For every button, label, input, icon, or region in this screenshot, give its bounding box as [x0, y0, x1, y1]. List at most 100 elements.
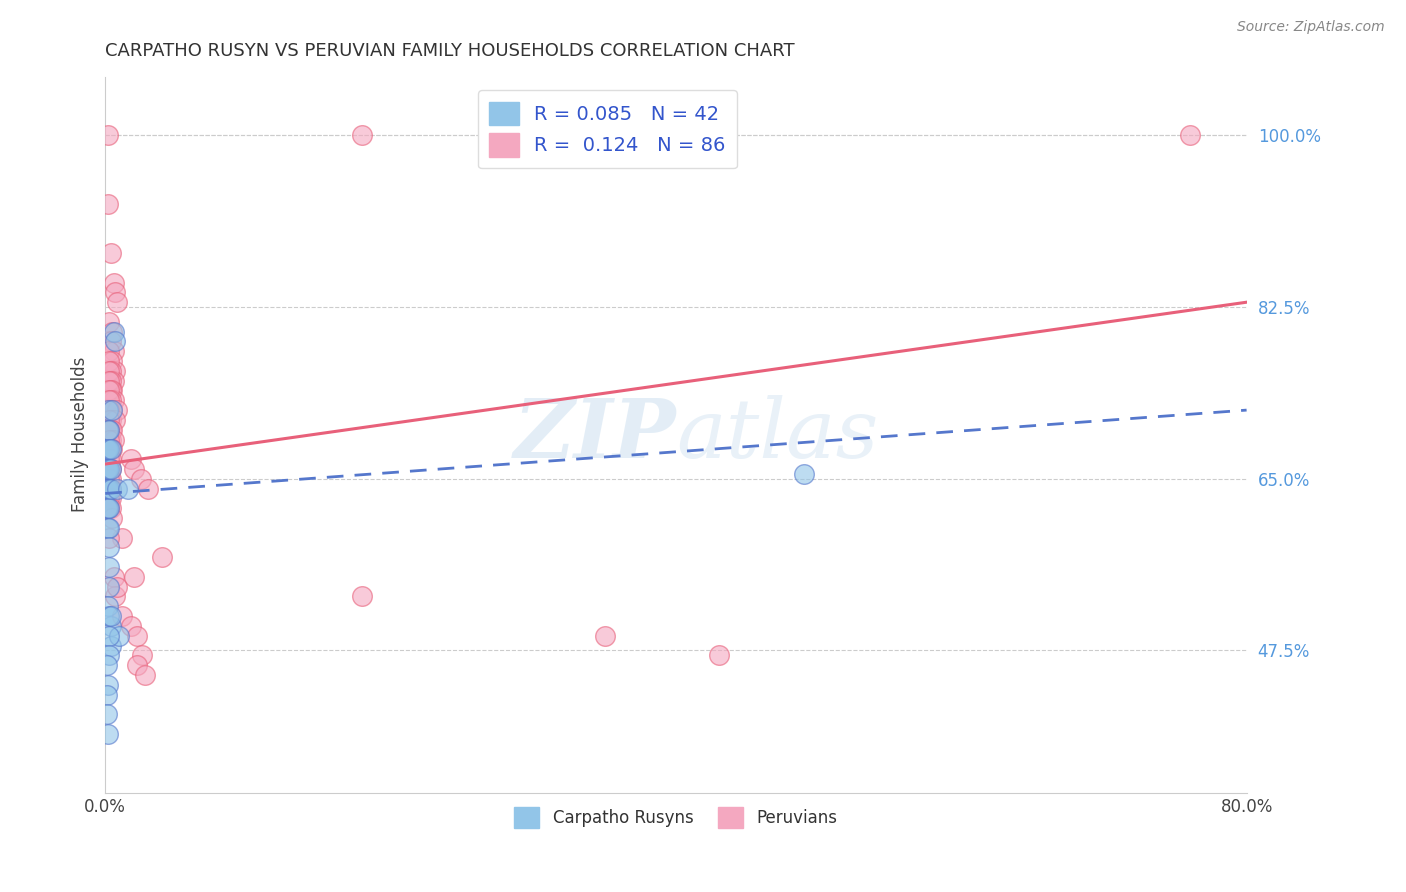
Point — [98, 364, 121, 378]
Point — [100, 462, 122, 476]
Point — [120, 619, 142, 633]
Point — [100, 482, 122, 496]
Point — [101, 403, 124, 417]
Point — [136, 482, 159, 496]
Point — [101, 403, 124, 417]
Point — [98, 423, 121, 437]
Point — [97, 462, 120, 476]
Point — [98, 541, 121, 555]
Point — [111, 609, 134, 624]
Point — [98, 531, 121, 545]
Point — [104, 285, 127, 300]
Point — [105, 403, 128, 417]
Point — [105, 580, 128, 594]
Point — [103, 570, 125, 584]
Point — [103, 344, 125, 359]
Text: atlas: atlas — [676, 394, 879, 475]
Text: Source: ZipAtlas.com: Source: ZipAtlas.com — [1237, 20, 1385, 34]
Point — [100, 619, 122, 633]
Point — [101, 325, 124, 339]
Point — [100, 482, 122, 496]
Point — [101, 423, 124, 437]
Point — [98, 442, 121, 457]
Point — [100, 462, 122, 476]
Point — [1178, 128, 1201, 143]
Point — [120, 452, 142, 467]
Point — [100, 403, 122, 417]
Point — [100, 442, 122, 457]
Point — [117, 482, 139, 496]
Point — [98, 472, 121, 486]
Point — [101, 384, 124, 398]
Point — [98, 580, 121, 594]
Text: CARPATHO RUSYN VS PERUVIAN FAMILY HOUSEHOLDS CORRELATION CHART: CARPATHO RUSYN VS PERUVIAN FAMILY HOUSEH… — [105, 42, 794, 60]
Point — [98, 560, 121, 574]
Point — [98, 462, 121, 476]
Point — [98, 648, 121, 663]
Point — [100, 491, 122, 506]
Point — [111, 531, 134, 545]
Point — [134, 668, 156, 682]
Point — [100, 452, 122, 467]
Point — [98, 403, 121, 417]
Point — [97, 521, 120, 535]
Point — [100, 413, 122, 427]
Point — [97, 128, 120, 143]
Point — [97, 599, 120, 614]
Point — [103, 393, 125, 408]
Point — [96, 442, 118, 457]
Point — [98, 462, 121, 476]
Point — [104, 413, 127, 427]
Point — [125, 658, 148, 673]
Point — [96, 462, 118, 476]
Point — [97, 482, 120, 496]
Point — [100, 433, 122, 447]
Point — [350, 590, 373, 604]
Point — [104, 334, 127, 349]
Point — [150, 550, 173, 565]
Point — [98, 315, 121, 329]
Point — [96, 707, 118, 722]
Point — [96, 658, 118, 673]
Point — [98, 393, 121, 408]
Legend: Carpatho Rusyns, Peruvians: Carpatho Rusyns, Peruvians — [508, 801, 844, 834]
Point — [100, 246, 122, 260]
Point — [97, 442, 120, 457]
Point — [97, 727, 120, 741]
Point — [98, 384, 121, 398]
Point — [98, 433, 121, 447]
Point — [97, 501, 120, 516]
Point — [98, 482, 121, 496]
Point — [100, 393, 122, 408]
Point — [129, 472, 152, 486]
Point — [98, 344, 121, 359]
Point — [103, 325, 125, 339]
Point — [793, 467, 815, 481]
Point — [96, 482, 118, 496]
Point — [97, 423, 120, 437]
Point — [100, 423, 122, 437]
Point — [104, 364, 127, 378]
Point — [707, 648, 730, 663]
Point — [101, 511, 124, 525]
Point — [98, 629, 121, 643]
Point — [98, 374, 121, 388]
Point — [100, 374, 122, 388]
Point — [98, 413, 121, 427]
Point — [100, 334, 122, 349]
Point — [98, 482, 121, 496]
Text: ZIP: ZIP — [513, 394, 676, 475]
Y-axis label: Family Households: Family Households — [72, 357, 89, 512]
Point — [105, 482, 128, 496]
Point — [350, 128, 373, 143]
Point — [98, 442, 121, 457]
Point — [100, 384, 122, 398]
Point — [100, 501, 122, 516]
Point — [108, 629, 131, 643]
Point — [98, 354, 121, 368]
Point — [122, 570, 145, 584]
Point — [98, 491, 121, 506]
Point — [98, 452, 121, 467]
Point — [122, 462, 145, 476]
Point — [100, 442, 122, 457]
